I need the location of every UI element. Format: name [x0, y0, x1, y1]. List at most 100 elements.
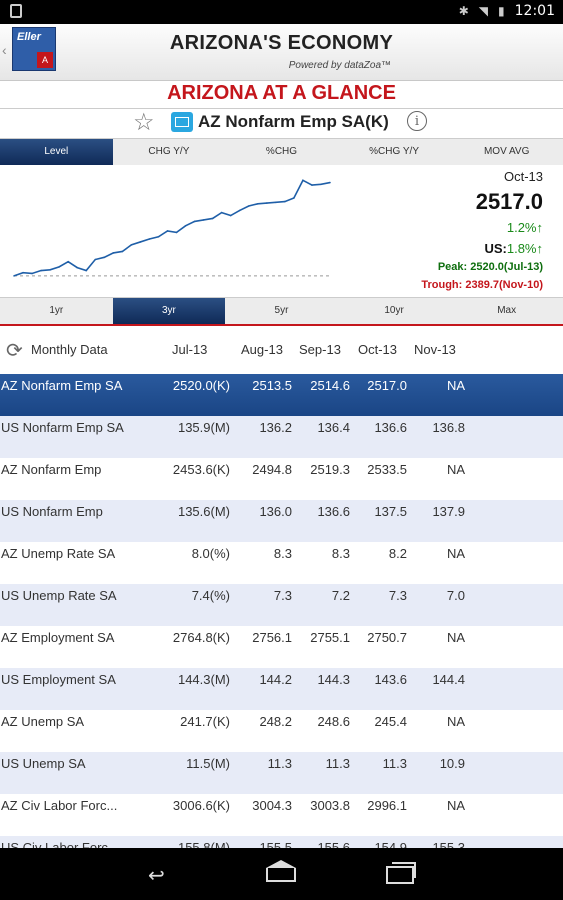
monthly-data-label[interactable]: Monthly Data: [31, 342, 108, 357]
range-tab[interactable]: 3yr: [112, 298, 226, 324]
data-point: [85, 269, 88, 272]
data-point: [329, 181, 331, 184]
row-value: 155.5: [259, 840, 292, 848]
data-point: [202, 219, 205, 221]
data-point: [175, 231, 178, 234]
row-value: 136.4: [317, 420, 350, 435]
favorite-star-icon[interactable]: ☆: [133, 109, 155, 136]
data-point: [211, 217, 214, 220]
row-label: US Civ Labor Forc...: [1, 840, 119, 848]
logo-text: Eller: [17, 31, 41, 43]
series-name[interactable]: AZ Nonfarm Emp SA(K): [198, 112, 389, 131]
row-value: 2453.6(K): [172, 462, 230, 477]
row-value: 136.2: [259, 420, 292, 435]
row-value: 7.3: [273, 588, 292, 603]
data-point: [40, 269, 42, 272]
table-row[interactable]: AZ Unemp SA 241.7(K) 248.2 248.6 245.4 NA: [0, 710, 563, 752]
row-value: 154.9: [374, 840, 407, 848]
row-value: 155.3: [432, 840, 465, 848]
row-value: 2996.1: [367, 798, 407, 813]
view-tab[interactable]: %CHG Y/Y: [369, 146, 419, 157]
data-point: [275, 201, 277, 204]
data-point: [139, 241, 142, 243]
row-value: 248.2: [259, 714, 292, 729]
battery-icon: ▮: [498, 4, 505, 18]
row-value: 155.6: [317, 840, 350, 848]
row-label: US Unemp SA: [1, 756, 86, 771]
data-point: [238, 209, 241, 212]
range-tab[interactable]: 1yr: [49, 305, 64, 316]
summary-panel: Oct-13 2517.0 1.2%↑ US:1.8%↑ Peak: 2520.…: [343, 165, 543, 297]
back-icon[interactable]: ↩: [148, 863, 165, 887]
chart-area: Oct-13 2517.0 1.2%↑ US:1.8%↑ Peak: 2520.…: [0, 165, 563, 297]
data-point: [311, 184, 313, 186]
data-point: [157, 236, 160, 238]
row-value: 143.6: [374, 672, 407, 687]
view-tab[interactable]: %CHG: [265, 146, 298, 157]
summary-us-change: US:1.8%↑: [484, 241, 543, 256]
row-value: 8.0(%): [191, 546, 230, 561]
column-header: Nov-13: [414, 342, 456, 357]
row-value: 2750.7: [367, 630, 407, 645]
table-row[interactable]: US Nonfarm Emp 135.6(M) 136.0 136.6 137.5 137…: [0, 500, 563, 542]
table-row[interactable]: AZ Unemp Rate SA 8.0(%) 8.3 8.3 8.2 NA: [0, 542, 563, 584]
table-row[interactable]: US Employment SA 144.3(M) 144.2 144.3 143.6 1…: [0, 668, 563, 710]
table-row[interactable]: AZ Civ Labor Forc... 3006.6(K) 3004.3 3003.…: [0, 794, 563, 836]
row-value: NA: [446, 630, 465, 645]
refresh-icon[interactable]: ⟳: [6, 338, 23, 362]
table-row[interactable]: US Nonfarm Emp SA 135.9(M) 136.2 136.4 136.6…: [0, 416, 563, 458]
row-value: 144.3(M): [177, 672, 230, 687]
clipboard-icon: [10, 4, 22, 18]
table-row[interactable]: AZ Nonfarm Emp 2453.6(K) 2494.8 2519.3 2533.…: [0, 458, 563, 500]
range-tab[interactable]: 5yr: [274, 305, 289, 316]
row-value: 2513.5: [252, 378, 292, 393]
row-value: 144.2: [259, 672, 292, 687]
table-row[interactable]: AZ Employment SA 2764.8(K) 2756.1 2755.1 275…: [0, 626, 563, 668]
range-tab[interactable]: Max: [497, 305, 517, 316]
data-point: [103, 256, 106, 259]
row-value: 3004.3: [252, 798, 292, 813]
data-point: [121, 250, 124, 253]
row-value: NA: [446, 378, 465, 393]
folder-icon[interactable]: [171, 112, 193, 132]
data-point: [293, 197, 295, 199]
table-row[interactable]: US Unemp Rate SA 7.4(%) 7.3 7.2 7.3 7.0: [0, 584, 563, 626]
data-point: [166, 230, 169, 232]
view-tabs: Level CHG Y/Y %CHG %CHG Y/Y MOV AVG: [0, 138, 563, 166]
navigation-bar: ↩: [0, 848, 563, 900]
row-value: 11.3: [267, 756, 292, 771]
table-row[interactable]: US Unemp SA 11.5(M) 11.3 11.3 11.3 10.9: [0, 752, 563, 794]
row-label: AZ Unemp SA: [1, 714, 85, 729]
row-label: AZ Nonfarm Emp: [1, 462, 102, 477]
view-tab[interactable]: Level: [0, 139, 113, 165]
info-icon[interactable]: i: [407, 111, 427, 131]
summary-trough: Trough: 2389.7(Nov-10): [421, 279, 543, 291]
range-tab[interactable]: 10yr: [384, 305, 404, 316]
view-tab[interactable]: CHG Y/Y: [148, 146, 190, 157]
column-header: Sep-13: [299, 342, 341, 357]
home-icon[interactable]: [266, 860, 296, 882]
row-value: 7.2: [331, 588, 350, 603]
data-point: [22, 271, 24, 274]
us-label: US:: [484, 241, 507, 256]
range-tabs: 1yr 3yr 5yr 10yr Max: [0, 297, 563, 326]
app-title: ARIZONA'S ECONOMY: [169, 32, 394, 54]
row-value: 7.0: [446, 588, 465, 603]
data-point: [94, 258, 97, 261]
column-header: Oct-13: [358, 342, 398, 357]
table-row[interactable]: US Civ Labor Forc... 155.8(M) 155.5 155.6 15…: [0, 836, 563, 848]
row-value: 2533.5: [367, 462, 407, 477]
app-logo[interactable]: Eller A: [12, 27, 56, 71]
row-value: 2514.6: [310, 378, 350, 393]
row-label: US Employment SA: [1, 672, 116, 687]
back-arrow-icon[interactable]: ‹: [2, 42, 7, 58]
row-value: 2520.0(K): [172, 378, 230, 393]
table-row[interactable]: AZ Nonfarm Emp SA 2520.0(K) 2513.5 2514.6 25…: [0, 374, 563, 416]
row-value: 245.4: [374, 714, 407, 729]
recent-apps-icon[interactable]: [386, 862, 416, 884]
view-tab[interactable]: MOV AVG: [483, 146, 530, 157]
data-point: [266, 202, 268, 204]
data-point: [76, 266, 78, 269]
row-value: 135.6(M): [177, 504, 230, 519]
university-logo-icon: A: [37, 52, 53, 68]
